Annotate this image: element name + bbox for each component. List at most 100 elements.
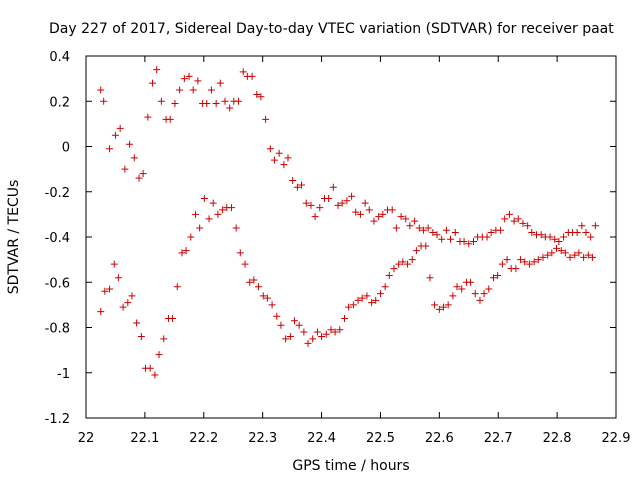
data-point xyxy=(250,276,258,284)
data-point xyxy=(438,235,446,243)
data-point xyxy=(561,249,569,257)
data-point xyxy=(424,224,432,232)
data-point xyxy=(453,283,461,291)
x-tick-label: 22.1 xyxy=(130,431,159,446)
data-point xyxy=(485,285,493,293)
axis-ticks: 22 22.1 22.2 22.3 22.4 22.5 22.6 22.7 22.8 22.9 -1… xyxy=(45,50,631,446)
data-point xyxy=(114,274,122,282)
data-point xyxy=(519,219,527,227)
data-point xyxy=(379,210,387,218)
y-tick-label: -1.2 xyxy=(45,412,70,427)
y-tick-label: -0.6 xyxy=(45,276,70,291)
data-point xyxy=(293,183,301,191)
data-point xyxy=(290,317,298,325)
data-point xyxy=(352,208,360,216)
y-tick-label: -0.4 xyxy=(45,231,70,246)
data-points xyxy=(97,66,599,379)
data-point xyxy=(180,75,188,83)
data-point xyxy=(458,285,466,293)
data-point xyxy=(525,260,533,268)
data-point xyxy=(580,253,588,261)
data-point xyxy=(151,371,159,379)
data-point xyxy=(169,314,177,322)
data-point xyxy=(381,283,389,291)
data-point xyxy=(530,258,538,266)
data-point xyxy=(390,265,398,273)
data-point xyxy=(399,258,407,266)
data-point xyxy=(376,290,384,298)
data-point xyxy=(111,131,119,139)
data-point xyxy=(363,292,371,300)
data-point xyxy=(460,238,468,246)
x-tick-label: 22.9 xyxy=(602,431,631,446)
data-point xyxy=(512,265,520,273)
data-point xyxy=(494,271,502,279)
data-point xyxy=(137,333,145,341)
data-point xyxy=(341,314,349,322)
data-point xyxy=(490,274,498,282)
data-point xyxy=(239,68,247,76)
x-tick-label: 22 xyxy=(78,431,95,446)
data-point xyxy=(480,290,488,298)
data-point xyxy=(219,206,227,214)
data-point xyxy=(365,206,373,214)
data-point xyxy=(408,256,416,264)
data-point xyxy=(345,303,353,311)
data-point xyxy=(135,174,143,182)
data-point xyxy=(524,222,532,230)
data-point xyxy=(358,294,366,302)
data-point xyxy=(415,224,423,232)
data-point xyxy=(571,251,579,259)
data-point xyxy=(419,226,427,234)
data-point xyxy=(397,213,405,221)
data-point xyxy=(331,328,339,336)
data-point xyxy=(555,238,563,246)
data-point xyxy=(588,253,596,261)
data-point xyxy=(528,228,536,236)
data-point xyxy=(110,260,118,268)
data-point xyxy=(316,204,324,212)
data-point xyxy=(266,145,274,153)
data-point xyxy=(560,233,568,241)
data-point xyxy=(334,201,342,209)
y-tick-label: 0 xyxy=(62,141,70,156)
y-tick-label: -1 xyxy=(57,367,70,382)
data-point xyxy=(537,231,545,239)
data-point xyxy=(404,260,412,268)
data-point xyxy=(263,294,271,302)
data-point xyxy=(573,228,581,236)
data-point xyxy=(236,249,244,257)
data-point xyxy=(126,140,134,148)
data-point xyxy=(124,299,132,307)
data-point xyxy=(370,217,378,225)
data-point xyxy=(465,240,473,248)
data-point xyxy=(449,292,457,300)
data-point xyxy=(194,77,202,85)
series-1 xyxy=(97,66,599,248)
data-point xyxy=(246,278,254,286)
data-point xyxy=(426,274,434,282)
data-point xyxy=(277,321,285,329)
data-point xyxy=(483,233,491,241)
x-tick-label: 22.4 xyxy=(307,431,336,446)
data-point xyxy=(205,215,213,223)
data-point xyxy=(101,287,109,295)
data-point xyxy=(248,72,256,80)
data-point xyxy=(435,305,443,313)
data-point xyxy=(97,308,105,316)
data-point xyxy=(587,233,595,241)
x-tick-label: 22.8 xyxy=(543,431,572,446)
data-point xyxy=(189,86,197,94)
data-point xyxy=(521,258,529,266)
data-point xyxy=(253,90,261,98)
data-point xyxy=(469,238,477,246)
data-point xyxy=(336,326,344,334)
data-point xyxy=(433,231,441,239)
data-point xyxy=(221,97,229,105)
data-point xyxy=(487,228,495,236)
data-point xyxy=(467,278,475,286)
data-point xyxy=(262,115,270,123)
data-point xyxy=(591,222,599,230)
data-point xyxy=(155,351,163,359)
data-point xyxy=(517,256,525,264)
